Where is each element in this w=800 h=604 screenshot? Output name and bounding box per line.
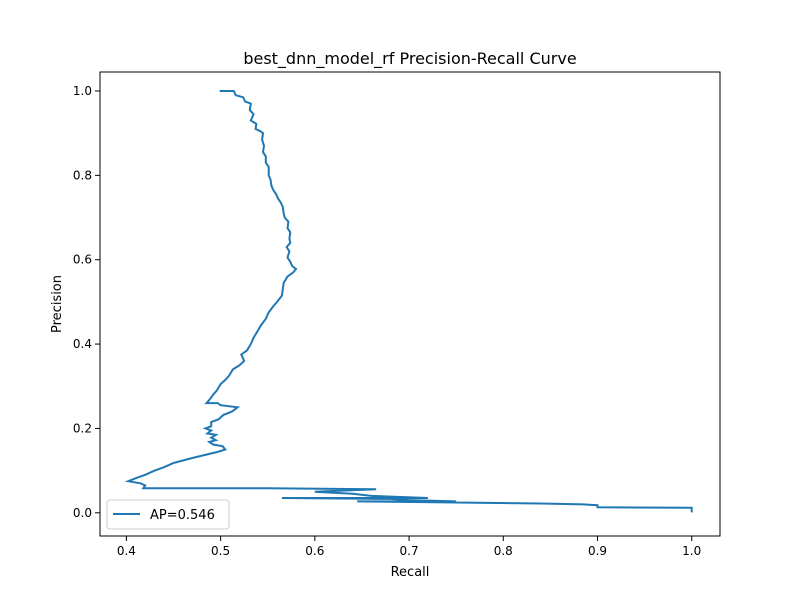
chart-title: best_dnn_model_rf Precision-Recall Curve: [243, 49, 576, 69]
series-line: [124, 90, 693, 513]
y-tick-label: 0.6: [73, 253, 92, 267]
legend-box: [106, 499, 230, 530]
series-layer: [124, 90, 693, 513]
x-tick-label: 0.9: [588, 544, 607, 558]
y-tick-label: 0.0: [73, 506, 92, 520]
y-tick-label: 0.2: [73, 421, 92, 435]
plot-area-frame: [99, 71, 721, 537]
y-tick-label: 1.0: [73, 84, 92, 98]
y-axis-ticks: 0.0 0.2 0.4 0.6 0.8 1.0: [73, 84, 100, 520]
y-tick-label: 0.4: [73, 337, 92, 351]
x-tick-label: 1.0: [682, 544, 701, 558]
x-axis-ticks: 0.4 0.5 0.6 0.7 0.8 0.9 1.0: [117, 536, 701, 558]
x-tick-label: 0.7: [400, 544, 419, 558]
x-axis-label: Recall: [391, 565, 430, 580]
x-tick-label: 0.5: [211, 544, 230, 558]
x-tick-label: 0.4: [117, 544, 136, 558]
x-tick-label: 0.6: [305, 544, 324, 558]
y-tick-label: 0.8: [73, 168, 92, 182]
y-axis-label: Precision: [50, 275, 65, 333]
x-tick-label: 0.8: [494, 544, 513, 558]
legend-label: AP=0.546: [150, 508, 215, 523]
legend: AP=0.546: [106, 499, 230, 530]
